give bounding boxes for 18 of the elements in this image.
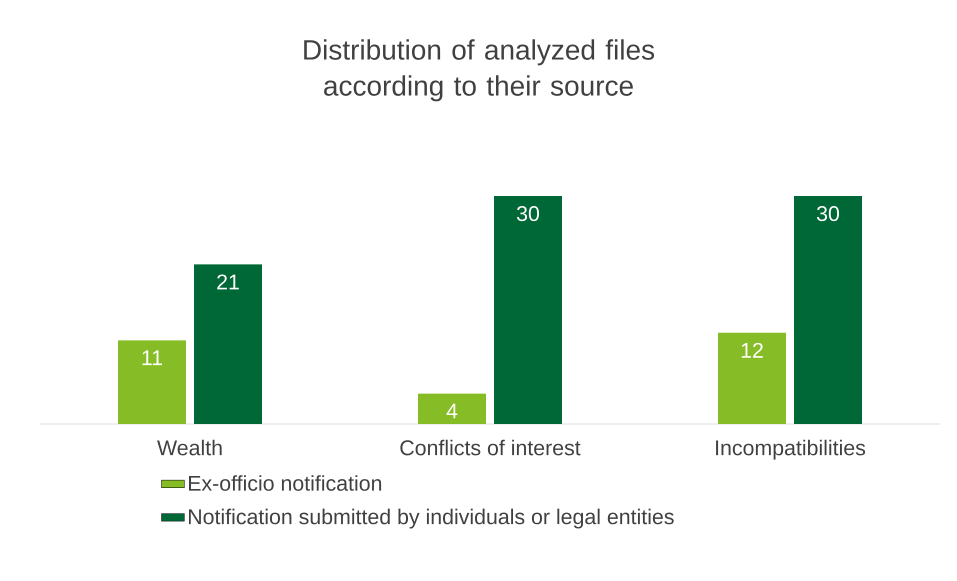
chart-title: Distribution of analyzed files according to their source: [304, 39, 654, 102]
bar: [718, 332, 786, 424]
data-label: 30: [816, 206, 840, 222]
data-label: 11: [142, 350, 162, 366]
data-label: 12: [742, 342, 763, 358]
bar: [418, 394, 486, 424]
bar: [194, 264, 262, 424]
bar: [494, 196, 562, 424]
legend-label: Notification submitted by individuals or legal entities: [189, 508, 674, 529]
legend-label: Ex-officio notification: [189, 475, 382, 491]
data-label: 4: [446, 404, 458, 418]
x-tick-label: Conflicts of interest: [400, 440, 581, 456]
data-label: 21: [217, 274, 239, 290]
bar: [118, 340, 186, 424]
data-label: 30: [516, 206, 540, 222]
x-tick-label: Wealth: [157, 440, 222, 456]
bar: [794, 196, 862, 424]
x-tick-label: Incompatibilities: [716, 440, 866, 460]
